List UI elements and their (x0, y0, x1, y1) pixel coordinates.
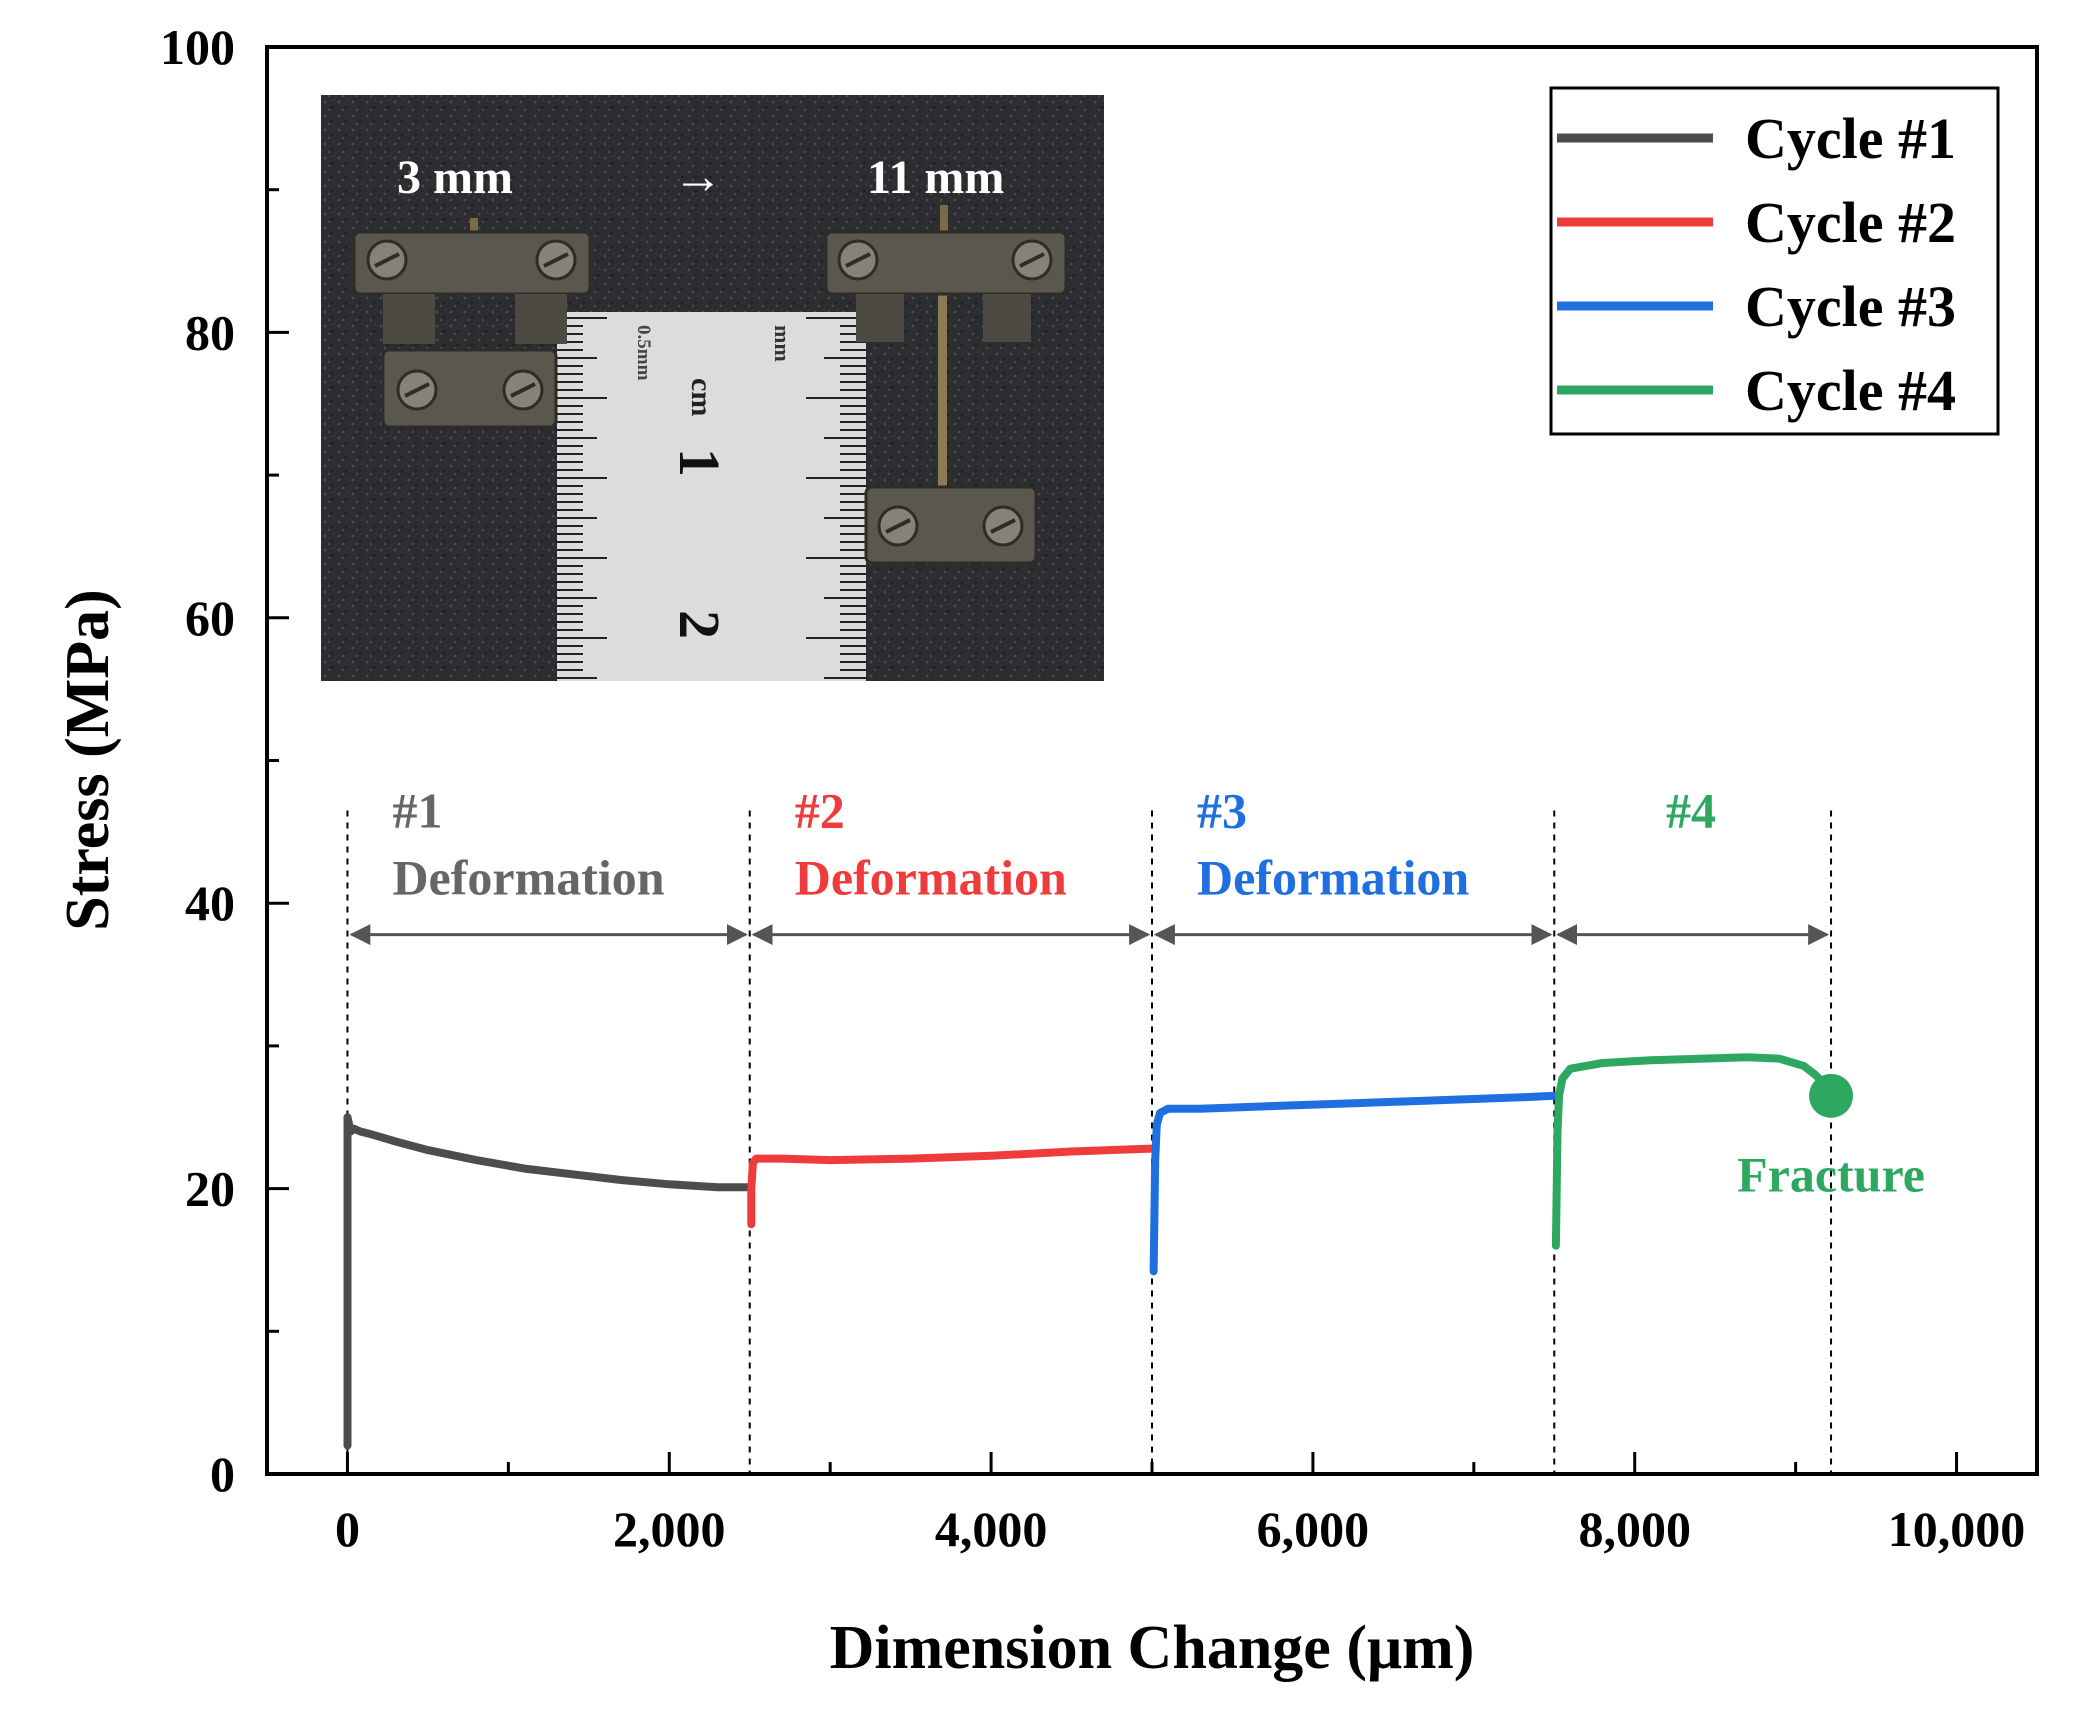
y-axis-tick-labels: 0 20 40 60 80 100 (160, 19, 235, 1502)
ruler-ticks-right (806, 317, 866, 679)
inset-label-11mm: 11 mm (867, 151, 1004, 204)
legend-label: Cycle #2 (1745, 190, 1956, 255)
clamp-3mm (352, 218, 592, 429)
region-number: #2 (795, 783, 845, 839)
fracture-label: Fracture (1737, 1146, 1925, 1202)
region-labels: #1 Deformation #2 Deformation #3 Deformation #… (392, 783, 1716, 906)
y-tick-label: 40 (185, 875, 235, 931)
region-text: Deformation (795, 850, 1067, 906)
inset-label-3mm: 3 mm (397, 151, 513, 204)
clamp-11mm (824, 205, 1068, 565)
data-series (343, 1053, 1835, 1450)
ruler-cm-label: cm (685, 378, 718, 416)
legend-label: Cycle #1 (1745, 106, 1956, 171)
series-line-cycle-2 (747, 1144, 1156, 1229)
region-number: #4 (1666, 783, 1716, 839)
x-tick-label: 6,000 (1257, 1501, 1370, 1557)
x-tick-label: 10,000 (1888, 1501, 2026, 1557)
y-axis-label: Stress (MPa) (54, 589, 122, 930)
series-line-cycle-3 (1149, 1091, 1559, 1276)
y-tick-label: 20 (185, 1161, 235, 1217)
ruler-mm-label: mm (770, 325, 795, 362)
ruler-small-label: 0.5mm (633, 325, 654, 381)
region-number: #3 (1197, 783, 1247, 839)
region-number: #1 (392, 783, 442, 839)
cycle-boundaries (346, 810, 1833, 1474)
legend-label: Cycle #4 (1745, 358, 1956, 423)
series-line-cycle-1 (343, 1113, 754, 1450)
x-axis-label: Dimension Change (μm) (830, 1614, 1475, 1682)
region-text: Deformation (392, 850, 664, 906)
inset-arrow: → (673, 148, 723, 204)
y-tick-label: 60 (185, 590, 235, 646)
y-tick-label: 0 (210, 1446, 235, 1502)
ruler-number-1: 1 (667, 448, 732, 477)
legend: Cycle #1 Cycle #2 Cycle #3 Cycle #4 (1549, 86, 2000, 436)
region-text: Deformation (1197, 850, 1469, 906)
x-tick-label: 4,000 (935, 1501, 1048, 1557)
series-line-cycle-4 (1551, 1053, 1835, 1250)
y-tick-label: 100 (160, 19, 235, 75)
y-tick-label: 80 (185, 304, 235, 360)
inset-photo: 0.5mm cm mm 1 2 (321, 95, 1104, 681)
ruler: 0.5mm cm mm 1 2 (557, 312, 866, 681)
x-axis-tick-labels: 0 2,000 4,000 6,000 8,000 10,000 (335, 1501, 2025, 1557)
ruler-ticks-left (557, 317, 607, 679)
y-axis-ticks (267, 45, 289, 1476)
ruler-number-2: 2 (667, 610, 732, 639)
fracture-point (1809, 1073, 1854, 1118)
x-tick-label: 2,000 (613, 1501, 726, 1557)
legend-label: Cycle #3 (1745, 274, 1956, 339)
x-tick-label: 0 (335, 1501, 360, 1557)
x-tick-label: 8,000 (1578, 1501, 1691, 1557)
